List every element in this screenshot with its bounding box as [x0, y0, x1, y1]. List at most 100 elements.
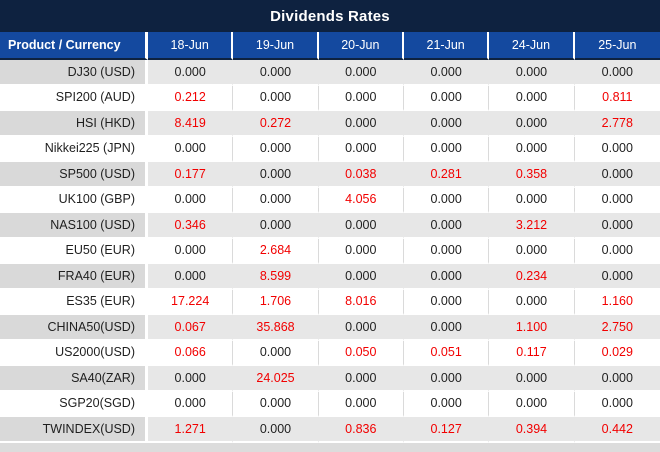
dividend-value-cell: 0.000 — [574, 213, 660, 239]
dividend-value-cell: 0.000 — [489, 289, 575, 315]
dividend-value-cell: 0.000 — [403, 111, 490, 137]
dividend-value-cell: 0.272 — [233, 111, 319, 137]
product-cell: SPI200 (AUD) — [0, 85, 148, 111]
table-row: DJ30 (USD) 0.000 0.000 0.000 0.000 0.000 0.000 — [0, 60, 660, 86]
dividend-value-cell: 0.000 — [233, 391, 319, 417]
column-header-date: 25-Jun — [574, 32, 660, 60]
dividend-value-cell: 0.000 — [489, 60, 575, 86]
table-row: SGP20(SGD) 0.000 0.000 0.000 0.000 0.000 0.000 — [0, 391, 660, 417]
column-header-date: 21-Jun — [403, 32, 490, 60]
dividend-value-cell: 0.000 — [148, 60, 234, 86]
dividend-value-cell: 1.706 — [233, 289, 319, 315]
dividend-value-cell: 0.127 — [403, 417, 490, 443]
dividend-value-cell: 0.000 — [574, 366, 660, 392]
dividend-value-cell: 0.177 — [148, 162, 234, 188]
dividend-value-cell: 0.000 — [148, 238, 234, 264]
dividend-value-cell: 0.000 — [403, 187, 490, 213]
dividend-value-cell: 0.000 — [574, 391, 660, 417]
dividend-value-cell: 0.000 — [233, 187, 319, 213]
dividend-value-cell: 0.029 — [574, 340, 660, 366]
dividend-value-cell: 0.000 — [403, 289, 490, 315]
dividend-value-cell: 0.000 — [148, 264, 234, 290]
dividend-value-cell: 0.000 — [233, 136, 319, 162]
dividend-value-cell: 0.000 — [318, 391, 404, 417]
product-cell: EU50 (EUR) — [0, 238, 148, 264]
dividend-value-cell: 0.811 — [574, 85, 660, 111]
product-cell: SA40(ZAR) — [0, 366, 148, 392]
dividend-value-cell: 0.000 — [489, 366, 575, 392]
dividend-value-cell: 0.000 — [574, 60, 660, 86]
dividend-value-cell: 0.000 — [318, 315, 404, 341]
dividend-value-cell: 0.000 — [403, 238, 490, 264]
dividend-value-cell: 0.836 — [318, 417, 404, 443]
column-header-date: 24-Jun — [489, 32, 575, 60]
dividend-value-cell: 8.419 — [148, 111, 234, 137]
dividend-value-cell: 0.000 — [489, 85, 575, 111]
dividend-value-cell: 0.000 — [233, 60, 319, 86]
product-cell: SGP20(SGD) — [0, 391, 148, 417]
product-cell: FRA40 (EUR) — [0, 264, 148, 290]
dividend-value-cell: 0.067 — [148, 315, 234, 341]
table-row: FRA40 (EUR) 0.000 8.599 0.000 0.000 0.234 0.00… — [0, 264, 660, 290]
dividend-value-cell: 0.000 — [403, 85, 490, 111]
dividend-value-cell: 0.394 — [489, 417, 575, 443]
table-row: Nikkei225 (JPN) 0.000 0.000 0.000 0.000 0.000… — [0, 136, 660, 162]
dividend-value-cell: 0.000 — [489, 136, 575, 162]
table-row: SPI200 (AUD) 0.212 0.000 0.000 0.000 0.000 0.8… — [0, 85, 660, 111]
dividend-value-cell: 0.038 — [318, 162, 404, 188]
table-row: HSI (HKD) 8.419 0.272 0.000 0.000 0.000 2.778 — [0, 111, 660, 137]
dividend-value-cell: 0.000 — [233, 162, 319, 188]
column-header-date: 18-Jun — [148, 32, 234, 60]
dividend-value-cell: 1.100 — [489, 315, 575, 341]
product-cell: HSI (HKD) — [0, 111, 148, 137]
dividend-value-cell: 0.000 — [574, 187, 660, 213]
dividend-value-cell: 0.000 — [233, 85, 319, 111]
column-header-date: 19-Jun — [233, 32, 319, 60]
dividend-value-cell: 24.025 — [233, 366, 319, 392]
dividend-value-cell: 0.000 — [489, 391, 575, 417]
product-cell: CHINA50(USD) — [0, 315, 148, 341]
column-header-product-currency: Product / Currency — [0, 32, 148, 60]
dividends-rates-table: Product / Currency 18-Jun 19-Jun 20-Jun … — [0, 32, 660, 443]
header-row: Product / Currency 18-Jun 19-Jun 20-Jun … — [0, 32, 660, 60]
dividend-value-cell: 0.000 — [574, 238, 660, 264]
table-row: SA40(ZAR) 0.000 24.025 0.000 0.000 0.000 0.000 — [0, 366, 660, 392]
dividend-value-cell: 0.000 — [403, 315, 490, 341]
dividend-value-cell: 1.160 — [574, 289, 660, 315]
product-cell: US2000(USD) — [0, 340, 148, 366]
dividend-value-cell: 0.358 — [489, 162, 575, 188]
dividend-value-cell: 0.281 — [403, 162, 490, 188]
dividend-value-cell: 0.000 — [403, 60, 490, 86]
table-row: ES35 (EUR) 17.224 1.706 8.016 0.000 0.000 1.16… — [0, 289, 660, 315]
dividend-value-cell: 0.000 — [574, 264, 660, 290]
product-cell: TWINDEX(USD) — [0, 417, 148, 443]
product-cell: Nikkei225 (JPN) — [0, 136, 148, 162]
table-row: UK100 (GBP) 0.000 0.000 4.056 0.000 0.000 0.00… — [0, 187, 660, 213]
product-cell: DJ30 (USD) — [0, 60, 148, 86]
dividend-value-cell: 17.224 — [148, 289, 234, 315]
dividend-value-cell: 0.000 — [318, 238, 404, 264]
dividend-value-cell: 0.234 — [489, 264, 575, 290]
dividend-value-cell: 0.000 — [318, 264, 404, 290]
table-row: US2000(USD) 0.066 0.000 0.050 0.051 0.117 0.02… — [0, 340, 660, 366]
dividend-value-cell: 0.000 — [233, 213, 319, 239]
table-row: EU50 (EUR) 0.000 2.684 0.000 0.000 0.000 0.000 — [0, 238, 660, 264]
dividend-value-cell: 0.442 — [574, 417, 660, 443]
dividend-value-cell: 0.050 — [318, 340, 404, 366]
dividend-value-cell: 0.000 — [489, 187, 575, 213]
dividend-value-cell: 0.051 — [403, 340, 490, 366]
dividend-value-cell: 2.750 — [574, 315, 660, 341]
dividend-value-cell: 0.000 — [148, 187, 234, 213]
product-cell: UK100 (GBP) — [0, 187, 148, 213]
dividend-value-cell: 0.117 — [489, 340, 575, 366]
dividend-value-cell: 1.271 — [148, 417, 234, 443]
dividend-value-cell: 0.212 — [148, 85, 234, 111]
dividend-value-cell: 0.000 — [574, 162, 660, 188]
dividend-value-cell: 0.000 — [403, 366, 490, 392]
dividend-value-cell: 0.000 — [318, 85, 404, 111]
dividend-value-cell: 0.000 — [148, 391, 234, 417]
product-cell: NAS100 (USD) — [0, 213, 148, 239]
dividend-value-cell: 2.684 — [233, 238, 319, 264]
dividend-value-cell: 8.016 — [318, 289, 404, 315]
column-header-date: 20-Jun — [318, 32, 404, 60]
